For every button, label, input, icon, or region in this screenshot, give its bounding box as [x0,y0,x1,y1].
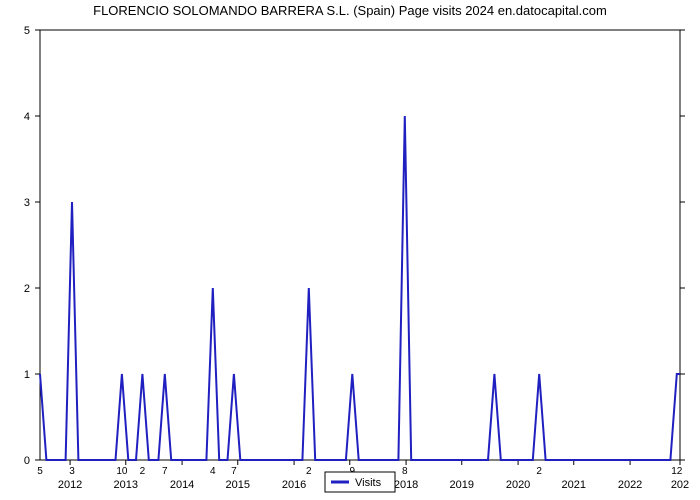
x-year-label: 2020 [506,479,530,491]
y-tick-label: 1 [24,369,30,381]
x-year-label: 2022 [618,479,642,491]
x-year-label: 2014 [170,479,194,491]
x-point-label: 2 [536,466,542,477]
visits-line [40,116,680,460]
x-year-label: 202 [671,479,689,491]
x-year-label: 2019 [450,479,474,491]
visits-chart: FLORENCIO SOLOMANDO BARRERA S.L. (Spain)… [0,0,700,500]
y-tick-label: 2 [24,283,30,295]
x-point-label: 3 [69,466,75,477]
chart-title: FLORENCIO SOLOMANDO BARRERA S.L. (Spain)… [93,3,607,18]
y-tick-label: 5 [24,25,30,37]
x-point-label: 10 [116,466,128,477]
x-point-label: 12 [671,466,683,477]
y-tick-label: 0 [24,455,30,467]
legend-label: Visits [355,477,382,489]
x-point-label: 7 [231,466,237,477]
x-point-label: 5 [37,466,43,477]
x-year-label: 2016 [282,479,306,491]
x-point-label: 2 [306,466,312,477]
x-year-label: 2015 [226,479,250,491]
x-year-label: 2012 [58,479,82,491]
x-point-label: 2 [140,466,146,477]
x-year-label: 2013 [114,479,138,491]
x-year-label: 2018 [394,479,418,491]
x-point-label: 7 [162,466,168,477]
x-point-label: 4 [210,466,216,477]
y-tick-label: 3 [24,197,30,209]
y-tick-label: 4 [24,111,30,123]
chart-svg: FLORENCIO SOLOMANDO BARRERA S.L. (Spain)… [0,0,700,500]
x-point-label: 8 [402,466,408,477]
x-year-label: 2021 [562,479,586,491]
